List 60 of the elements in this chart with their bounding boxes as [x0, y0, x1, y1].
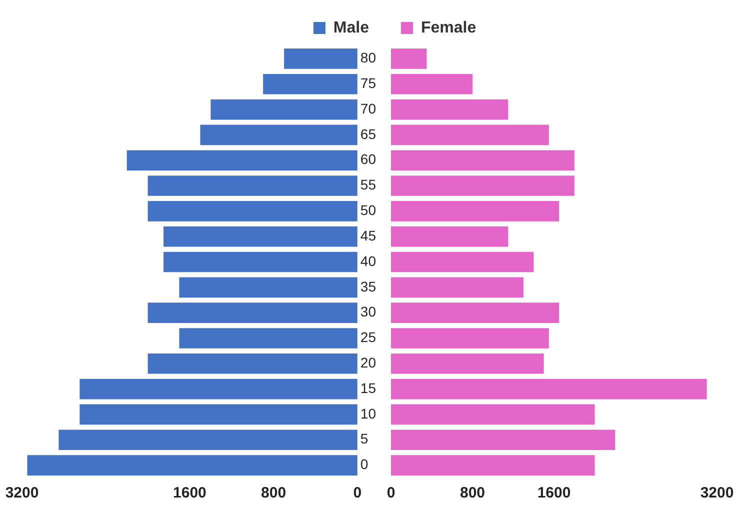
bar [164, 252, 358, 272]
bar [391, 404, 595, 425]
bar [391, 99, 508, 120]
legend-label: Female [421, 19, 476, 36]
y-tick-label: 5 [360, 430, 368, 447]
bar [391, 430, 616, 450]
x-tick-label: 1600 [537, 484, 571, 502]
y-tick-label: 55 [360, 176, 376, 193]
bar [58, 430, 358, 450]
legend-label: Male [333, 19, 370, 36]
bar [391, 124, 549, 146]
y-tick-label: 15 [360, 380, 376, 396]
bar [391, 378, 707, 400]
y-tick-label: 0 [360, 456, 368, 472]
y-tick-label: 25 [360, 329, 376, 346]
bar [148, 302, 358, 323]
y-tick-label: 35 [360, 278, 376, 294]
bar [210, 99, 358, 120]
bar [391, 328, 549, 348]
bar [80, 378, 358, 400]
bar [391, 176, 574, 196]
bar [284, 48, 358, 69]
y-tick-label: 40 [360, 252, 376, 269]
bar [179, 328, 358, 348]
y-tick-label: 50 [360, 202, 376, 218]
bar [391, 277, 524, 298]
bar [391, 353, 544, 374]
bar [391, 226, 508, 247]
y-tick-label: 20 [360, 354, 376, 371]
bar [148, 201, 358, 222]
y-tick-label: 75 [360, 74, 376, 91]
x-tick-label: 1600 [173, 484, 206, 502]
y-tick-label: 80 [360, 50, 376, 66]
y-tick-label: 45 [360, 227, 376, 244]
x-tick-label: 0 [386, 484, 396, 502]
bar [391, 74, 472, 94]
y-tick-label: 65 [360, 126, 376, 142]
bar [80, 404, 358, 425]
bar [391, 48, 427, 69]
bar [27, 455, 358, 476]
y-tick-label: 30 [360, 304, 376, 320]
y-tick-label: 10 [360, 405, 376, 422]
x-tick-label: 800 [261, 484, 286, 502]
bar [391, 150, 574, 171]
y-tick-label: 70 [360, 100, 376, 116]
bar [148, 353, 358, 374]
bar [126, 150, 358, 171]
y-tick-label: 60 [360, 151, 376, 168]
bar [200, 124, 358, 146]
bar [179, 277, 358, 298]
x-tick-label: 800 [460, 484, 486, 502]
bar [391, 252, 534, 272]
bar [391, 201, 560, 222]
bar [391, 302, 560, 323]
x-tick-label: 3200 [5, 484, 39, 502]
bar [148, 176, 358, 196]
bar [164, 226, 358, 247]
bar [391, 455, 595, 476]
bar [263, 74, 358, 94]
x-tick-label: 3200 [700, 484, 734, 502]
